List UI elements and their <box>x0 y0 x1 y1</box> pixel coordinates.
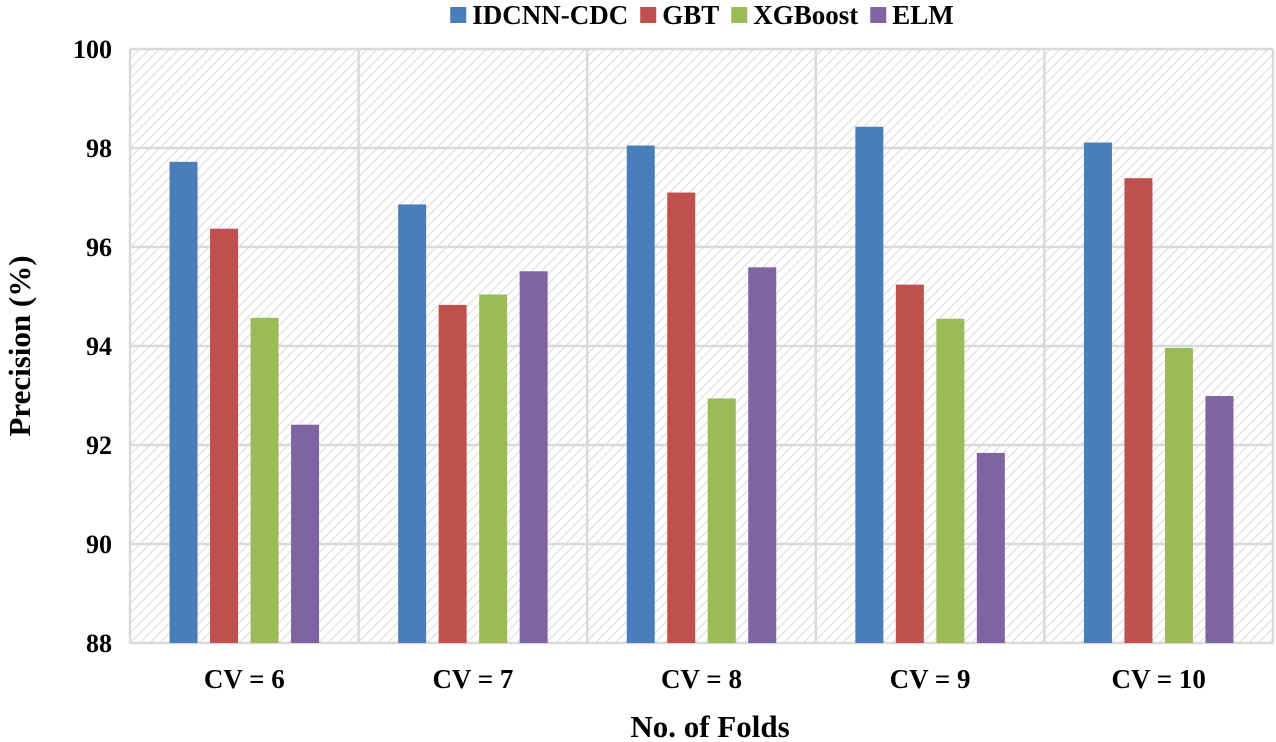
y-tick-label: 98 <box>86 134 112 163</box>
x-tick-label: CV = 6 <box>204 664 285 694</box>
legend-label: ELM <box>892 0 954 30</box>
bar-gbt-4 <box>895 284 924 643</box>
bar-gbt-1 <box>210 228 239 643</box>
legend-swatch <box>450 7 467 23</box>
bar-xgboost-5 <box>1164 347 1193 643</box>
y-tick-label: 94 <box>86 332 112 361</box>
gridlines <box>128 47 1275 645</box>
legend-label: XGBoost <box>753 0 858 30</box>
legend-label: IDCNN-CDC <box>472 0 628 30</box>
legend-item: XGBoost <box>731 0 858 30</box>
bar-idcnn-cdc-1 <box>169 161 198 644</box>
legend-swatch <box>870 7 887 23</box>
y-axis-ticks: 88 90 92 94 96 98 100 <box>73 35 112 658</box>
x-tick-label: CV = 7 <box>432 664 513 694</box>
legend-label: GBT <box>662 0 719 30</box>
legend-item: GBT <box>640 0 719 30</box>
y-tick-label: 90 <box>86 530 112 559</box>
bars <box>169 126 1234 644</box>
bar-elm-2 <box>519 271 548 643</box>
bar-xgboost-2 <box>479 294 508 643</box>
bar-elm-3 <box>748 267 777 643</box>
x-tick-label: CV = 10 <box>1111 664 1205 694</box>
bar-idcnn-cdc-2 <box>398 204 427 643</box>
bar-elm-5 <box>1205 395 1234 643</box>
y-axis-title: Precision (%) <box>2 255 37 436</box>
bar-xgboost-3 <box>707 398 736 643</box>
x-axis-title: No. of Folds <box>630 709 789 742</box>
bar-gbt-3 <box>667 192 696 644</box>
bar-idcnn-cdc-3 <box>626 145 655 643</box>
x-tick-label: CV = 8 <box>661 664 742 694</box>
legend-swatch <box>640 7 657 23</box>
bar-xgboost-4 <box>936 318 965 643</box>
x-tick-label: CV = 9 <box>890 664 971 694</box>
bar-elm-1 <box>291 424 320 643</box>
y-tick-label: 88 <box>86 629 112 658</box>
legend-item: IDCNN-CDC <box>450 0 628 30</box>
bar-gbt-5 <box>1124 178 1153 643</box>
chart-legend: IDCNN-CDC GBT XGBoost ELM <box>450 0 954 30</box>
y-tick-label: 92 <box>86 431 112 460</box>
legend-item: ELM <box>870 0 954 30</box>
y-tick-label: 96 <box>86 233 112 262</box>
y-tick-label: 100 <box>73 35 112 64</box>
legend-swatch <box>731 7 748 23</box>
bar-xgboost-1 <box>250 317 279 643</box>
bar-idcnn-cdc-5 <box>1083 142 1112 643</box>
bar-idcnn-cdc-4 <box>855 126 884 644</box>
x-axis-ticks: CV = 6 CV = 7 CV = 8 CV = 9 CV = 10 <box>204 664 1206 694</box>
bar-gbt-2 <box>438 304 467 643</box>
bar-elm-4 <box>976 452 1005 643</box>
